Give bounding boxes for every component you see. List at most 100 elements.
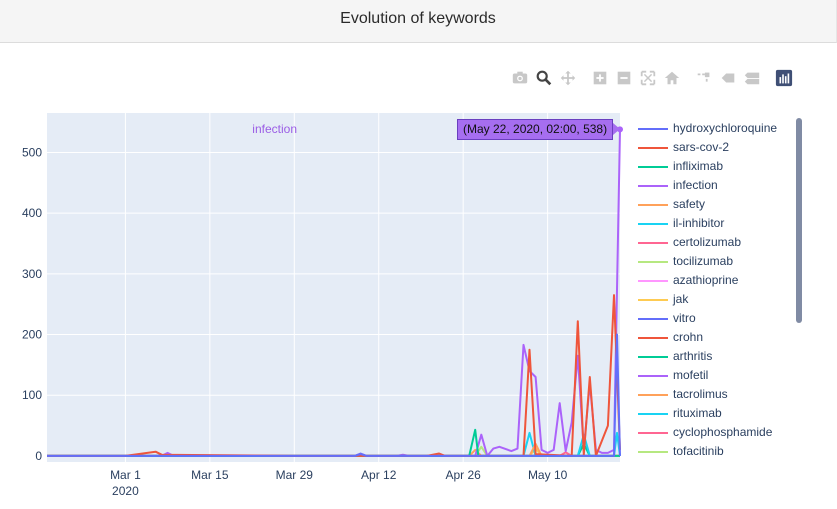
gridlines <box>47 113 620 462</box>
x-tick-label: Mar 29 <box>276 468 314 482</box>
home-icon <box>664 71 680 85</box>
legend-label: vitro <box>673 311 696 325</box>
legend-label: mofetil <box>673 368 709 382</box>
legend-swatch <box>638 261 668 263</box>
page-title: Evolution of keywords <box>340 10 496 27</box>
hover-compare-button[interactable] <box>742 68 762 88</box>
plotly-logo-button[interactable] <box>774 68 794 88</box>
home-button[interactable] <box>662 68 682 88</box>
series-line-hydroxychloroquine <box>47 333 621 457</box>
legend-swatch <box>638 147 668 149</box>
legend-swatch <box>638 432 668 434</box>
y-axis: 0 100 200 300 400 500 <box>22 145 42 462</box>
zoom-out-icon <box>617 71 631 85</box>
x-tick-label: Mar 15 <box>191 468 229 482</box>
legend-item-tofacitinib[interactable]: tofacitinib <box>630 442 790 461</box>
title-bar: Evolution of keywords <box>0 0 837 43</box>
y-tick-label: 100 <box>22 388 42 402</box>
zoom-in-icon <box>593 71 607 85</box>
camera-button[interactable] <box>510 68 530 88</box>
y-tick-label: 400 <box>22 206 42 220</box>
legend-label: tacrolimus <box>673 387 728 401</box>
legend-label: infection <box>673 178 718 192</box>
tooltip-value: (May 22, 2020, 02:00, 538) <box>457 119 614 141</box>
legend-item-tacrolimus[interactable]: tacrolimus <box>630 385 790 404</box>
x-tick-label: Mar 1 <box>110 468 141 482</box>
x-tick-label: Apr 12 <box>361 468 397 482</box>
legend-label: rituximab <box>673 406 722 420</box>
tooltip-arrow <box>613 123 620 136</box>
x-axis: Mar 1 2020 Mar 15 Mar 29 Apr 12 Apr 26 May 10 <box>110 468 568 498</box>
legend-label: sars-cov-2 <box>673 140 730 154</box>
legend-swatch <box>638 223 668 225</box>
y-tick-label: 200 <box>22 328 42 342</box>
legend-swatch <box>638 128 668 130</box>
legend-swatch <box>638 280 668 282</box>
hover-closest-icon <box>721 73 735 83</box>
spike-lines-button[interactable] <box>694 68 714 88</box>
legend-swatch <box>638 242 668 244</box>
legend-item-vitro[interactable]: vitro <box>630 309 790 328</box>
legend-item-infliximab[interactable]: infliximab <box>630 157 790 176</box>
legend-item-azathioprine[interactable]: azathioprine <box>630 271 790 290</box>
y-tick-label: 0 <box>35 449 42 463</box>
zoom-out-button[interactable] <box>614 68 634 88</box>
zoom-in-button[interactable] <box>590 68 610 88</box>
series-line-il-inhibitor <box>47 431 621 457</box>
legend-swatch <box>638 413 668 415</box>
pan-button[interactable] <box>558 68 578 88</box>
autoscale-icon <box>640 70 656 86</box>
x-tick-label: May 10 <box>528 468 568 482</box>
legend-item-mofetil[interactable]: mofetil <box>630 366 790 385</box>
legend-label: certolizumab <box>673 235 742 249</box>
legend-item-tocilizumab[interactable]: tocilizumab <box>630 252 790 271</box>
legend-label: safety <box>673 197 706 211</box>
legend-label: il-inhibitor <box>673 216 725 230</box>
legend-item-arthritis[interactable]: arthritis <box>630 347 790 366</box>
y-tick-label: 300 <box>22 267 42 281</box>
legend-swatch <box>638 356 668 358</box>
legend-item-rituximab[interactable]: rituximab <box>630 404 790 423</box>
autoscale-button[interactable] <box>638 68 658 88</box>
hover-closest-button[interactable] <box>718 68 738 88</box>
x-tick-year-label: 2020 <box>112 484 139 498</box>
legend-label: hydroxychloroquine <box>673 121 778 135</box>
legend-swatch <box>638 166 668 168</box>
legend-item-infection[interactable]: infection <box>630 176 790 195</box>
legend-item-hydroxychloroquine[interactable]: hydroxychloroquine <box>630 119 790 138</box>
legend: hydroxychloroquine sars-cov-2 infliximab in… <box>630 119 790 464</box>
hover-compare-icon <box>744 72 760 85</box>
plotly-logo-icon <box>775 69 793 87</box>
legend-scrollbar[interactable] <box>796 118 802 323</box>
legend-swatch <box>638 337 668 339</box>
legend-item-jak[interactable]: jak <box>630 290 790 309</box>
camera-icon <box>512 71 528 84</box>
legend-item-cyclophosphamide[interactable]: cyclophosphamide <box>630 423 790 442</box>
legend-item-certolizumab[interactable]: certolizumab <box>630 233 790 252</box>
legend-label: arthritis <box>673 349 713 363</box>
legend-label: azathioprine <box>673 273 739 287</box>
legend-item-sars-cov-2[interactable]: sars-cov-2 <box>630 138 790 157</box>
y-tick-label: 500 <box>22 145 42 159</box>
legend-swatch <box>638 204 668 206</box>
legend-label: cyclophosphamide <box>673 425 773 439</box>
legend-swatch <box>638 318 668 320</box>
legend-swatch <box>638 375 668 377</box>
legend-item-safety[interactable]: safety <box>630 195 790 214</box>
zoom-icon <box>536 70 552 86</box>
legend-label: tofacitinib <box>673 444 724 458</box>
legend-item-crohn[interactable]: crohn <box>630 328 790 347</box>
legend-swatch <box>638 299 668 301</box>
legend-item-il-inhibitor[interactable]: il-inhibitor <box>630 214 790 233</box>
legend-label: tocilizumab <box>673 254 734 268</box>
legend-label: jak <box>673 292 689 306</box>
tooltip-series-label: infection <box>252 122 297 137</box>
plot-area[interactable] <box>47 113 620 462</box>
legend-label: crohn <box>673 330 704 344</box>
series-lines <box>47 129 621 457</box>
legend-swatch <box>638 394 668 396</box>
pan-icon <box>560 70 576 86</box>
zoom-button[interactable] <box>534 68 554 88</box>
legend-swatch <box>638 451 668 453</box>
